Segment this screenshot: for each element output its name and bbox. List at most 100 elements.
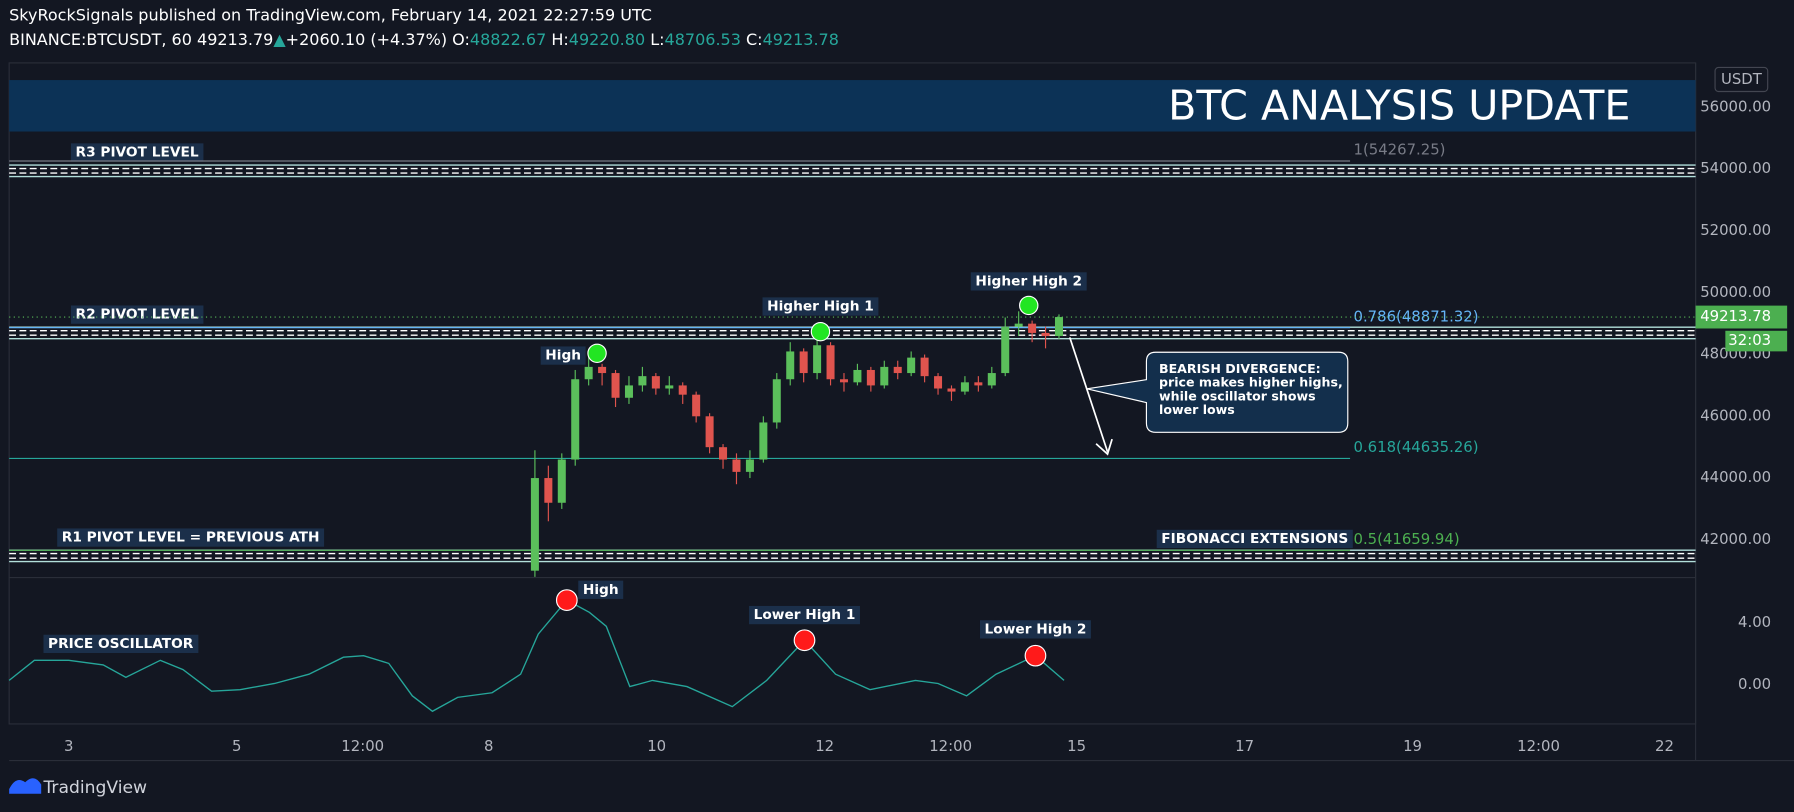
y-tick-label: 44000.00: [1700, 468, 1771, 486]
osc-high-label-group: High: [578, 580, 624, 599]
high: 49220.80: [569, 30, 645, 49]
publisher: SkyRockSignals published on TradingView.…: [9, 6, 652, 25]
candle-body: [799, 351, 808, 374]
candle-body: [974, 382, 983, 386]
candle-body: [934, 376, 943, 389]
candle-body: [893, 366, 902, 374]
candle-body: [678, 385, 687, 395]
osc-high-label: High: [583, 582, 619, 598]
open: 48822.67: [470, 30, 546, 49]
candle-body: [571, 379, 580, 460]
high-label: Higher High 2: [975, 273, 1082, 289]
candle-body: [1001, 326, 1010, 374]
h-label: H:: [551, 30, 568, 49]
candle-body: [544, 478, 553, 503]
trend-arrow: [1068, 337, 1109, 453]
fib-title-group: FIBONACCI EXTENSIONS: [1156, 529, 1353, 549]
high-label-group: Higher High 1: [762, 297, 879, 316]
pivot-label-group: R1 PIVOT LEVEL = PREVIOUS ATH: [57, 528, 325, 547]
candle-body: [839, 379, 848, 383]
x-tick-label: 5: [232, 737, 241, 755]
high-marker: [1019, 295, 1039, 316]
candle-body: [920, 357, 929, 377]
candle-body: [638, 376, 647, 386]
logo-icon: [9, 778, 42, 794]
banner: [9, 80, 1696, 132]
countdown-bg: [1725, 330, 1788, 352]
pivot-label: R1 PIVOT LEVEL = PREVIOUS ATH: [62, 530, 320, 546]
osc-high-label-bg: [979, 620, 1091, 639]
candle-body: [611, 373, 620, 398]
y-tick-label: 42000.00: [1700, 530, 1771, 548]
candle-body: [786, 351, 795, 380]
high-label-group: High: [540, 346, 586, 365]
candle-body: [759, 422, 768, 460]
high-label: High: [545, 348, 581, 364]
candle-body: [584, 366, 593, 380]
y-tick-label: 50000.00: [1700, 283, 1771, 301]
price-tag: 49213.78: [1700, 307, 1771, 325]
osc-high-label-bg: [578, 580, 624, 599]
pivot-label-group: R3 PIVOT LEVEL: [70, 143, 204, 162]
y-tick-label: 56000.00: [1700, 97, 1771, 115]
candle-body: [1041, 332, 1050, 337]
pivot-label-bg: [70, 143, 204, 162]
candle-body: [813, 345, 822, 374]
candle-body: [1014, 323, 1023, 327]
high-label-group: Higher High 2: [970, 272, 1087, 291]
pivot-label: R2 PIVOT LEVEL: [76, 307, 199, 323]
callout-box: [1086, 351, 1349, 433]
candle-body: [705, 416, 714, 448]
x-tick-label: 12:00: [341, 737, 384, 755]
candle-body: [745, 459, 754, 472]
change: +2060.10 (+4.37%): [286, 30, 447, 49]
fib-label: 0.5(41659.94): [1354, 530, 1460, 548]
candle-body: [692, 394, 701, 417]
candle-body: [1054, 317, 1063, 337]
y-tick-label: 52000.00: [1700, 221, 1771, 239]
price-tag-bg: [1695, 305, 1788, 329]
high-label-bg: [762, 297, 879, 316]
osc-high-marker: [793, 629, 816, 652]
c-label: C:: [746, 30, 763, 49]
symbol: BINANCE:BTCUSDT, 60: [9, 30, 192, 49]
arrow: ▲: [273, 30, 286, 49]
callout-text: while oscillator shows: [1159, 388, 1316, 403]
logo: TradingView: [42, 778, 147, 798]
currency-box: [1714, 66, 1769, 93]
close: 49213.78: [763, 30, 839, 49]
chart-pane: [8, 62, 1697, 725]
candle-body: [853, 369, 862, 383]
osc-tick-label: 4.00: [1738, 613, 1771, 631]
y-tick-label: 46000.00: [1700, 406, 1771, 424]
callout-text: BEARISH DIVERGENCE:: [1159, 361, 1321, 376]
oscillator-title-group: PRICE OSCILLATOR: [43, 634, 199, 654]
osc-high-label-group: Lower High 2: [979, 620, 1091, 639]
candle-body: [880, 366, 889, 386]
oscillator-title-bg: [43, 634, 199, 654]
y-tick-label: 54000.00: [1700, 159, 1771, 177]
x-tick-label: 8: [484, 737, 493, 755]
candle-body: [772, 379, 781, 423]
osc-high-label: Lower High 1: [754, 607, 856, 623]
high-marker: [587, 343, 607, 364]
candle-body: [866, 369, 875, 386]
fib-title: FIBONACCI EXTENSIONS: [1161, 531, 1348, 547]
plot: 3 5 12:00 8 10 12 12:00 15 17 19 12:00 22 42000.00 44…: [8, 97, 1788, 755]
callout-text: lower lows: [1159, 402, 1235, 417]
low: 48706.53: [665, 30, 741, 49]
high-label-bg: [970, 272, 1087, 291]
x-tick-label: 12:00: [929, 737, 972, 755]
x-tick-label: 22: [1655, 737, 1674, 755]
high-marker: [810, 321, 831, 342]
osc-high-label-bg: [749, 605, 860, 625]
x-tick-label: 3: [64, 737, 73, 755]
last: 49213.79: [197, 30, 273, 49]
x-tick-label: 15: [1067, 737, 1086, 755]
candle-body: [624, 385, 633, 398]
candle-body: [665, 385, 674, 389]
callout-text: price makes higher highs,: [1159, 375, 1343, 390]
fib-label: 0.786(48871.32): [1354, 307, 1479, 325]
